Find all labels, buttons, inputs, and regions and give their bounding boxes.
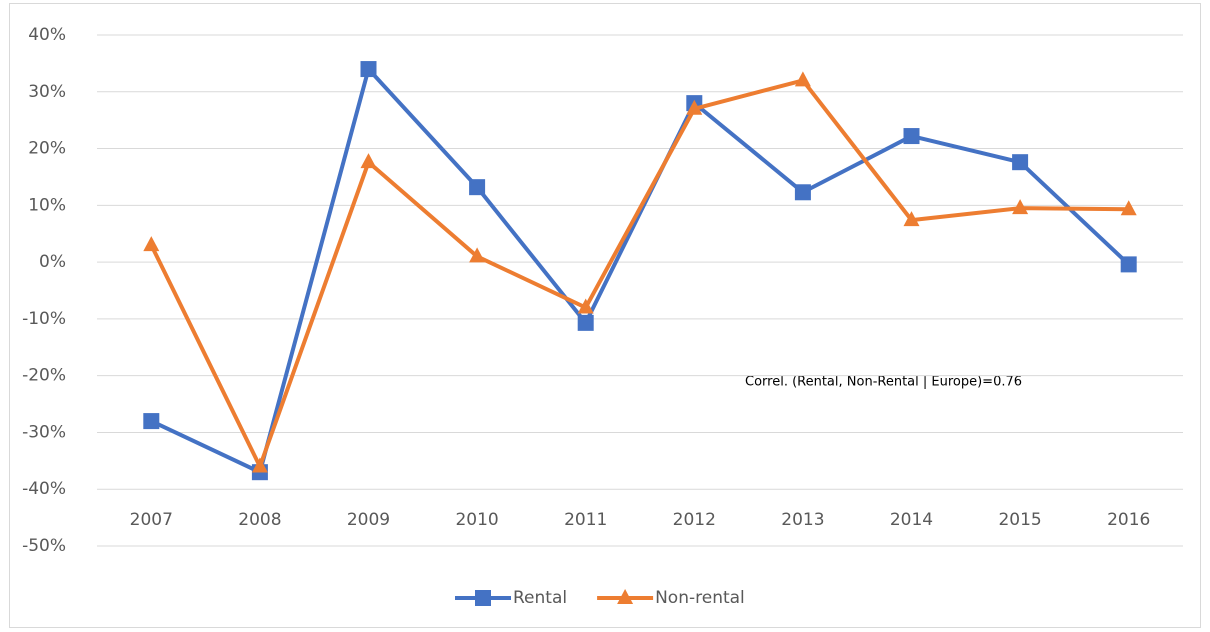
data-point (903, 128, 920, 145)
data-point (1012, 199, 1029, 215)
y-tick-label: 30% (28, 82, 66, 102)
x-tick-label: 2016 (1107, 510, 1150, 530)
annotation: Correl. (Rental, Non-Rental | Europe)=0.… (745, 375, 1022, 390)
x-tick-label: 2015 (998, 510, 1041, 530)
x-tick-label: 2013 (781, 510, 824, 530)
y-tick-label: 10% (28, 195, 66, 215)
y-tick-label: -30% (22, 422, 66, 442)
y-tick-label: 0% (39, 252, 66, 272)
x-tick-label: 2008 (238, 510, 281, 530)
x-tick-label: 2014 (890, 510, 933, 530)
x-tick-label: 2010 (455, 510, 498, 530)
x-tick-label: 2009 (347, 510, 390, 530)
data-point (794, 184, 811, 201)
data-point (794, 71, 811, 87)
data-point (577, 298, 594, 314)
chart-border (9, 3, 1201, 628)
legend-marker (617, 589, 634, 604)
legend-marker (475, 590, 491, 606)
data-point (251, 457, 268, 473)
y-tick-label: -10% (22, 309, 66, 329)
x-tick-label: 2012 (673, 510, 716, 530)
data-point (360, 153, 377, 169)
y-tick-label: -40% (22, 479, 66, 499)
data-point (577, 314, 594, 331)
data-point (1012, 154, 1029, 171)
data-point (143, 413, 160, 430)
series-line (150, 67, 1131, 475)
series-line (149, 78, 1129, 469)
y-tick-label: -50% (22, 536, 66, 556)
legend-label: Rental (513, 588, 567, 608)
x-tick-label: 2011 (564, 510, 607, 530)
data-point (360, 61, 377, 78)
data-point (143, 236, 160, 252)
x-tick-label: 2007 (130, 510, 173, 530)
data-point (469, 247, 486, 263)
data-point (469, 179, 486, 196)
data-point (1120, 256, 1137, 273)
data-point (1120, 200, 1137, 216)
y-tick-label: -20% (22, 366, 66, 386)
data-point (903, 211, 920, 227)
legend-label: Non-rental (655, 588, 745, 608)
y-tick-label: 40% (28, 25, 66, 45)
y-tick-label: 20% (28, 139, 66, 159)
data-point (686, 99, 703, 115)
